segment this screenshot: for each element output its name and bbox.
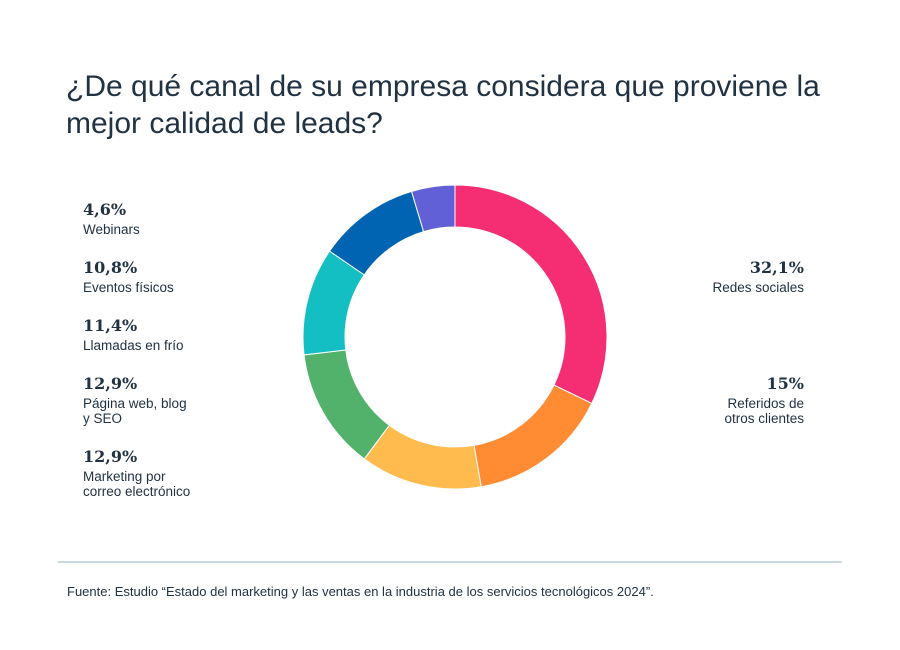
label-referidos: 15% Referidos de otros clientes [644, 374, 804, 426]
donut-slice-6 [410, 184, 456, 233]
donut-slice-1 [473, 384, 593, 488]
divider [58, 561, 842, 563]
category-label: Llamadas en frío [83, 338, 184, 353]
label-llamadas-en-frio: 11,4% Llamadas en frío [83, 316, 243, 353]
value-label: 11,4% [83, 316, 138, 335]
label-webinars: 4,6% Webinars [83, 200, 243, 237]
label-eventos-fisicos: 10,8% Eventos físicos [83, 258, 243, 295]
category-label: Página web, blog y SEO [83, 396, 187, 426]
donut-slice-0 [454, 184, 608, 405]
category-label: Redes sociales [712, 280, 804, 295]
donut-chart [302, 184, 608, 490]
value-label: 12,9% [83, 447, 138, 466]
donut-slice-3 [303, 349, 391, 460]
value-label: 32,1% [749, 258, 804, 277]
value-label: 15% [766, 374, 804, 393]
category-label: Eventos físicos [83, 280, 174, 295]
label-marketing-correo: 12,9% Marketing por correo electrónico [83, 447, 243, 499]
chart-title: ¿De qué canal de su empresa considera qu… [66, 70, 820, 140]
value-label: 10,8% [83, 258, 138, 277]
source-note: Fuente: Estudio “Estado del marketing y … [67, 584, 654, 599]
value-label: 12,9% [83, 374, 138, 393]
value-label: 4,6% [83, 200, 127, 219]
label-redes-sociales: 32,1% Redes sociales [644, 258, 804, 295]
category-label: Marketing por correo electrónico [83, 469, 191, 499]
label-pagina-web: 12,9% Página web, blog y SEO [83, 374, 243, 426]
category-label: Referidos de otros clientes [724, 396, 804, 426]
category-label: Webinars [83, 222, 140, 237]
